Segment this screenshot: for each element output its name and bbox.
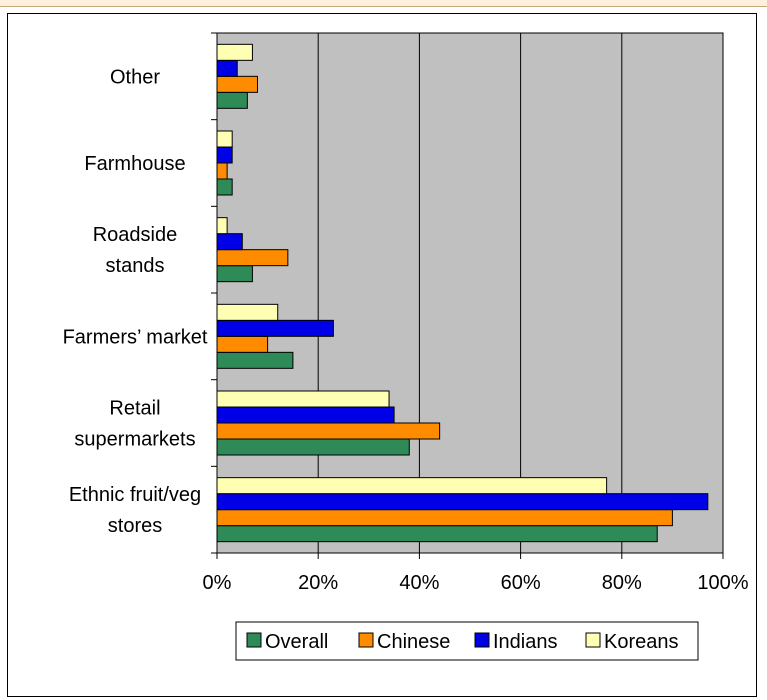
bar-overall — [216, 91, 248, 109]
bar-overall — [216, 525, 658, 543]
category-label: Retail — [109, 398, 160, 420]
bar-chinese — [216, 335, 269, 353]
bar-chinese — [216, 75, 258, 93]
plot-area — [216, 32, 724, 554]
bar-indians — [216, 319, 334, 337]
bar-chinese — [216, 162, 228, 180]
bar-indians — [216, 146, 233, 164]
category-label: stores — [108, 515, 162, 537]
bar-overall — [216, 438, 410, 456]
legend-label-koreans: Koreans — [604, 631, 679, 653]
legend-box — [235, 621, 699, 661]
legend-label-chinese: Chinese — [377, 631, 450, 653]
x-tick-label: 20% — [298, 572, 338, 594]
bar-koreans — [216, 303, 279, 321]
x-tick-label: 60% — [501, 572, 541, 594]
axes — [211, 32, 724, 559]
legend-label-indians: Indians — [493, 631, 558, 653]
bar-indians — [216, 493, 709, 511]
x-tick-label: 100% — [697, 572, 748, 594]
bar-chinese — [216, 249, 289, 267]
legend-swatch-indians — [474, 632, 490, 648]
category-labels: Ethnic fruit/veg stores Retail supermarkets… — [63, 66, 208, 537]
bar-chinese — [216, 509, 673, 527]
category-label: Farmers’ market — [63, 326, 208, 348]
bar-koreans — [216, 43, 253, 61]
x-tick-label: 80% — [602, 572, 642, 594]
bar-overall — [216, 351, 294, 369]
top-strip — [0, 0, 767, 7]
legend-swatch-chinese — [358, 632, 374, 648]
category-label: Ethnic fruit/veg — [69, 484, 201, 506]
bar-indians — [216, 233, 243, 251]
legend: Overall Chinese Indians Koreans — [235, 621, 699, 661]
bar-overall — [216, 178, 233, 196]
legend-swatch-koreans — [585, 632, 601, 648]
legend-label-overall: Overall — [265, 631, 328, 653]
bar-chinese — [216, 422, 441, 440]
x-tick-labels: 0% 20% 40% 60% 80% 100% — [203, 572, 749, 594]
gridlines — [317, 33, 623, 553]
bar-koreans — [216, 217, 228, 235]
category-label: Farmhouse — [84, 153, 185, 175]
bar-koreans — [216, 130, 233, 148]
x-tick-label: 40% — [399, 572, 439, 594]
bar-koreans — [216, 390, 390, 408]
legend-swatch-overall — [246, 632, 262, 648]
x-tick-label: 0% — [203, 572, 232, 594]
bar-koreans — [216, 477, 608, 495]
category-label: Other — [110, 66, 160, 88]
bar-indians — [216, 406, 395, 424]
category-label: Roadside — [93, 224, 178, 246]
category-label: supermarkets — [74, 429, 195, 451]
bar-indians — [216, 59, 238, 77]
category-label: stands — [106, 255, 165, 277]
bar-overall — [216, 265, 253, 283]
